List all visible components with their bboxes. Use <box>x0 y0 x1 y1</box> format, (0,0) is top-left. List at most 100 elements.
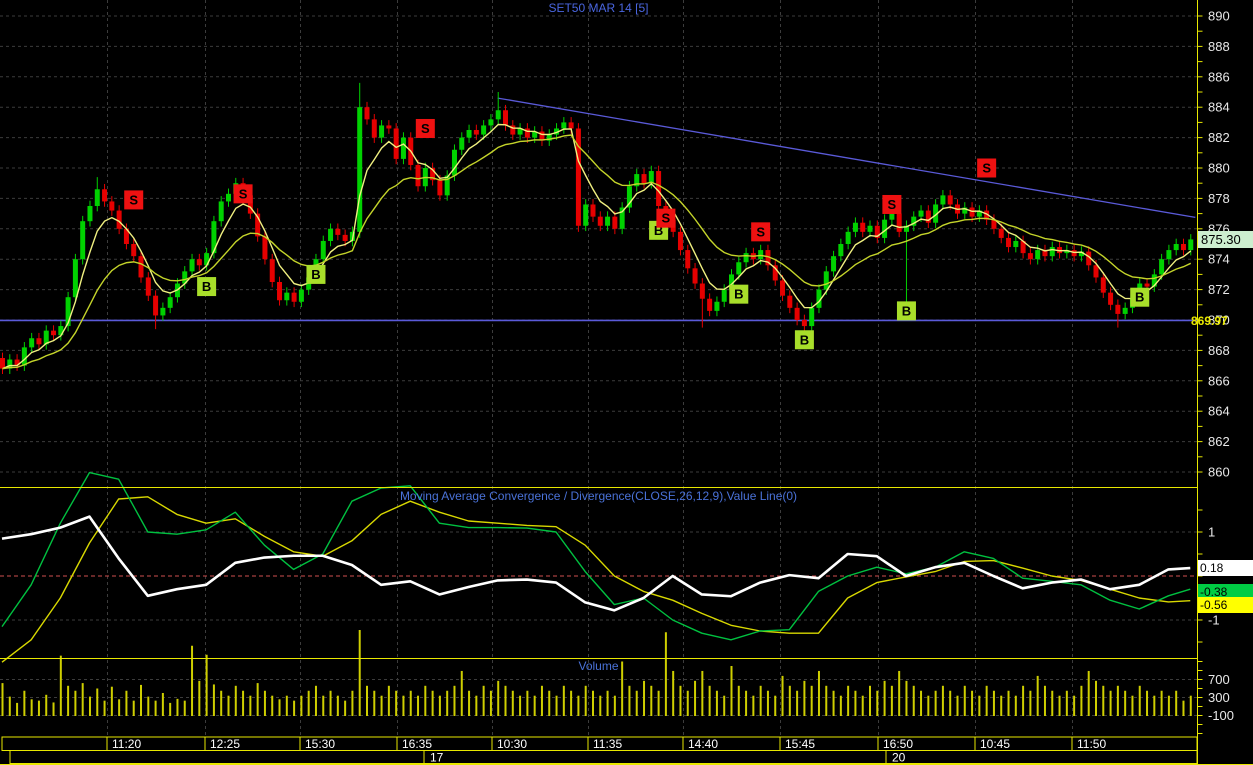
candle-body <box>969 207 975 217</box>
price-axis-label[interactable]: 870 <box>1208 313 1230 328</box>
buy-marker-label: B <box>800 332 809 347</box>
candle-body <box>546 134 552 141</box>
candle-body <box>867 225 873 232</box>
price-axis-label[interactable]: 880 <box>1208 161 1230 176</box>
macd-value-badge-green: -0.38 <box>1198 584 1253 600</box>
time-axis-label[interactable]: 14:40 <box>688 737 718 751</box>
sell-marker-label: S <box>129 192 138 207</box>
volume-axis-label[interactable]: 700 <box>1208 672 1230 687</box>
candle-body <box>524 128 530 138</box>
price-axis-label[interactable]: 888 <box>1208 39 1230 54</box>
candle-body <box>947 195 953 205</box>
time-axis-label[interactable]: 10:45 <box>980 737 1010 751</box>
candle-body <box>925 210 931 223</box>
price-axis-label[interactable]: 866 <box>1208 373 1230 388</box>
candle-body <box>182 271 188 284</box>
time-axis-label[interactable]: 11:20 <box>112 737 141 751</box>
time-axis-label[interactable]: 16:50 <box>883 737 913 751</box>
candle-body <box>1144 283 1150 287</box>
candle-body <box>255 213 261 237</box>
macd-axis-label[interactable]: 1 <box>1208 525 1215 540</box>
candle-body <box>984 210 990 220</box>
price-axis-label[interactable]: 868 <box>1208 343 1230 358</box>
candle-body <box>451 149 457 176</box>
candle-body <box>1006 237 1012 248</box>
candle-body <box>444 175 450 196</box>
candle-body <box>940 195 946 205</box>
time-axis-label[interactable]: 16:35 <box>402 737 432 751</box>
candle-body <box>116 210 122 229</box>
price-axis-label[interactable]: 860 <box>1208 465 1230 480</box>
time-axis-label[interactable]: 10:30 <box>497 737 527 751</box>
price-axis-label[interactable]: 882 <box>1208 130 1230 145</box>
sell-marker-label: S <box>756 224 765 239</box>
price-axis-label[interactable]: 878 <box>1208 191 1230 206</box>
candle-body <box>838 244 844 257</box>
candle-body <box>430 168 436 181</box>
candle-body <box>612 216 618 229</box>
signal-yellow-line <box>1 496 1191 663</box>
candle-body <box>736 262 742 275</box>
price-axis-label[interactable]: 874 <box>1208 252 1230 267</box>
candle-body <box>1151 274 1157 287</box>
value-white-line <box>1 515 1191 612</box>
buy-marker <box>896 301 916 321</box>
candle-body <box>874 225 880 238</box>
volume-axis-label[interactable]: -100 <box>1208 708 1234 723</box>
candle-body <box>1108 292 1114 305</box>
date-axis-row <box>9 750 1198 764</box>
price-axis-label[interactable]: 862 <box>1208 434 1230 449</box>
price-axis-label[interactable]: 864 <box>1208 404 1230 419</box>
candle-body <box>707 298 713 311</box>
time-axis-label[interactable]: 11:50 <box>1077 737 1106 751</box>
candle-body <box>196 259 202 266</box>
candle-body <box>590 204 596 217</box>
buy-marker <box>197 277 217 297</box>
price-axis-label[interactable]: 886 <box>1208 69 1230 84</box>
candle-body <box>277 282 283 301</box>
price-axis-label[interactable]: 872 <box>1208 282 1230 297</box>
time-axis-label[interactable]: 12:25 <box>210 737 240 751</box>
candle-body <box>510 125 516 135</box>
candle-body <box>109 201 115 211</box>
candle-body <box>1071 250 1077 257</box>
candle-body <box>619 207 625 229</box>
volume-axis-label[interactable]: 300 <box>1208 690 1230 705</box>
time-axis-label[interactable]: 15:45 <box>785 737 815 751</box>
candle-body <box>1159 259 1165 275</box>
candle-body <box>1093 265 1099 278</box>
candle-body <box>211 221 217 254</box>
candle-body <box>1122 307 1128 314</box>
candle-body <box>1086 251 1092 266</box>
candle-body <box>153 295 159 316</box>
date-axis-label[interactable]: 17 <box>430 751 444 765</box>
candle-body <box>1188 239 1194 251</box>
buy-marker-label: B <box>1135 290 1144 305</box>
sell-marker-label: S <box>421 121 430 136</box>
candle-body <box>823 271 829 290</box>
macd-indicator-title: Moving Average Convergence / Divergence(… <box>399 489 798 503</box>
candle-body <box>554 128 560 135</box>
buy-marker <box>1130 287 1150 307</box>
sell-marker-label: S <box>982 161 991 176</box>
candle-body <box>1078 251 1084 257</box>
candle-body <box>780 280 786 296</box>
candle-body <box>729 274 734 290</box>
candle-body <box>123 228 129 244</box>
candle-body <box>138 256 144 278</box>
time-axis-label[interactable]: 15:30 <box>305 737 335 751</box>
candle-body <box>29 338 35 348</box>
candle-body <box>1064 250 1070 254</box>
price-axis-label[interactable]: 890 <box>1208 9 1230 24</box>
macd-axis-label[interactable]: -1 <box>1208 613 1220 628</box>
candle-body <box>1013 240 1019 248</box>
candle-body <box>1035 250 1041 260</box>
candle-body <box>284 292 290 301</box>
candle-body <box>145 277 151 296</box>
candle-body <box>816 289 822 308</box>
buy-marker-label: B <box>902 303 911 318</box>
time-axis-label[interactable]: 11:35 <box>593 737 622 751</box>
price-axis-label[interactable]: 884 <box>1208 100 1230 115</box>
date-axis-label[interactable]: 20 <box>892 751 906 765</box>
